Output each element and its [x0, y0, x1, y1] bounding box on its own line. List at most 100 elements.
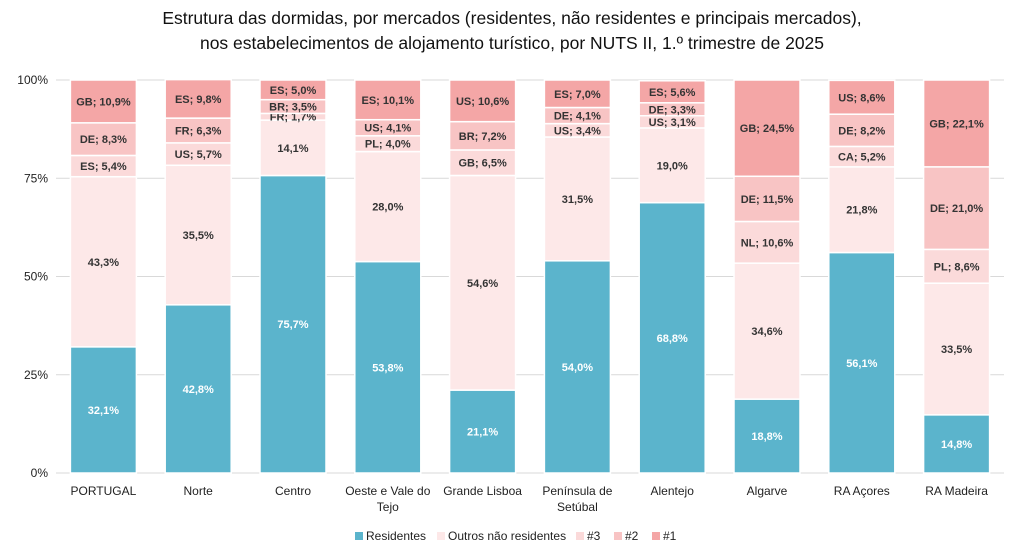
chart-title: Estrutura das dormidas, por mercados (re… [0, 6, 1024, 56]
segment-market-1 [69, 79, 138, 124]
data-label: 21,1% [467, 427, 498, 439]
data-label: DE; 8,3% [80, 134, 127, 146]
data-label: 33,5% [941, 344, 972, 356]
x-tick-label: Tejo [377, 500, 399, 514]
segment-market-2 [733, 175, 801, 223]
data-label: US; 3,4% [554, 125, 601, 137]
y-tick-label: 75% [24, 171, 48, 185]
x-tick-label: Setúbal [557, 500, 598, 514]
data-label: GB; 10,9% [76, 96, 131, 108]
legend-label: Outros não residentes [448, 529, 566, 543]
segment-market-3 [733, 220, 801, 264]
data-label: FR; 6,3% [175, 126, 222, 138]
data-label: ES; 5,4% [80, 161, 127, 173]
data-label: DE; 21,0% [930, 203, 983, 215]
segment-outros-nao-residentes [922, 282, 991, 416]
segment-residentes [259, 174, 327, 474]
data-label: CA; 5,2% [838, 152, 886, 164]
data-label: BR; 3,5% [269, 102, 317, 114]
segment-market-1 [354, 79, 422, 121]
x-tick-label: Norte [184, 484, 214, 498]
data-label: US; 10,6% [456, 96, 509, 108]
segment-residentes [543, 260, 612, 474]
data-label: 21,8% [846, 205, 877, 217]
x-tick-label: Oeste e Vale do [345, 484, 430, 498]
data-label: ES; 5,0% [270, 85, 317, 97]
x-tick-label: PORTUGAL [71, 484, 137, 498]
data-label: 43,3% [88, 257, 119, 269]
y-tick-label: 0% [31, 466, 49, 480]
data-label: US; 5,7% [175, 149, 222, 161]
x-tick-label: Grande Lisboa [443, 484, 522, 498]
data-label: 18,8% [751, 431, 782, 443]
data-label: 68,8% [657, 333, 688, 345]
data-label: PL; 8,6% [934, 261, 980, 273]
data-label: DE; 8,2% [838, 125, 885, 137]
segment-outros-nao-residentes [638, 127, 706, 204]
segment-residentes [828, 251, 896, 474]
segment-market-2 [828, 113, 896, 148]
segment-market-1 [259, 79, 327, 101]
x-tick-label: Centro [275, 484, 311, 498]
segment-market-1 [638, 80, 706, 104]
segment-residentes [164, 304, 232, 474]
data-label: 35,5% [183, 230, 214, 242]
legend-swatch [355, 532, 363, 540]
y-tick-label: 50% [24, 270, 48, 284]
data-label: PL; 4,0% [365, 139, 411, 151]
data-label: NL; 10,6% [741, 237, 794, 249]
data-label: 14,8% [941, 439, 972, 451]
segment-residentes [733, 398, 801, 474]
x-tick-label: RA Açores [834, 484, 890, 498]
segment-market-1 [448, 79, 517, 123]
data-label: 32,1% [88, 405, 119, 417]
legend-swatch [576, 532, 584, 540]
legend-label: #3 [587, 529, 601, 543]
y-tick-label: 100% [17, 73, 48, 87]
data-label: DE; 4,1% [554, 111, 601, 123]
x-tick-label: Algarve [747, 484, 788, 498]
data-label: DE; 11,5% [741, 194, 794, 206]
data-label: 31,5% [562, 194, 593, 206]
segment-outros-nao-residentes [69, 175, 138, 348]
data-label: US; 8,6% [838, 92, 885, 104]
x-tick-label: Alentejo [651, 484, 695, 498]
legend-label: #2 [625, 529, 639, 543]
x-tick-label: Península de [542, 484, 612, 498]
segment-outros-nao-residentes [259, 119, 327, 177]
data-label: GB; 6,5% [458, 158, 507, 170]
segment-market-2 [164, 117, 232, 144]
chart-title-line-2: nos estabelecimentos de alojamento turís… [199, 33, 825, 53]
x-tick-label: RA Madeira [925, 484, 988, 498]
legend-swatch [437, 532, 445, 540]
data-label: 54,0% [562, 362, 593, 374]
segment-market-1 [733, 79, 801, 178]
data-label: ES; 9,8% [175, 94, 222, 106]
segment-market-2 [69, 122, 138, 157]
data-label: 34,6% [751, 326, 782, 338]
segment-outros-nao-residentes [164, 164, 232, 306]
segment-market-1 [828, 79, 896, 115]
legend-swatch [614, 532, 622, 540]
legend-swatch [652, 532, 660, 540]
data-label: 75,7% [277, 319, 308, 331]
segment-market-3 [448, 149, 517, 177]
segment-market-1 [164, 78, 232, 119]
y-tick-label: 25% [24, 368, 48, 382]
data-label: ES; 10,1% [362, 95, 415, 107]
data-label: US; 3,1% [649, 117, 696, 129]
legend-label: #1 [663, 529, 677, 543]
segment-residentes [448, 389, 517, 474]
segment-residentes [638, 201, 706, 474]
data-label: 28,0% [372, 202, 403, 214]
data-label: GB; 22,1% [929, 118, 984, 130]
legend-label: Residentes [366, 529, 426, 543]
segment-market-2 [922, 166, 991, 251]
segment-market-1 [922, 79, 991, 168]
data-label: 53,8% [372, 362, 403, 374]
data-label: GB; 24,5% [740, 123, 795, 135]
data-label: BR; 7,2% [459, 131, 507, 143]
data-label: ES; 5,6% [649, 87, 696, 99]
